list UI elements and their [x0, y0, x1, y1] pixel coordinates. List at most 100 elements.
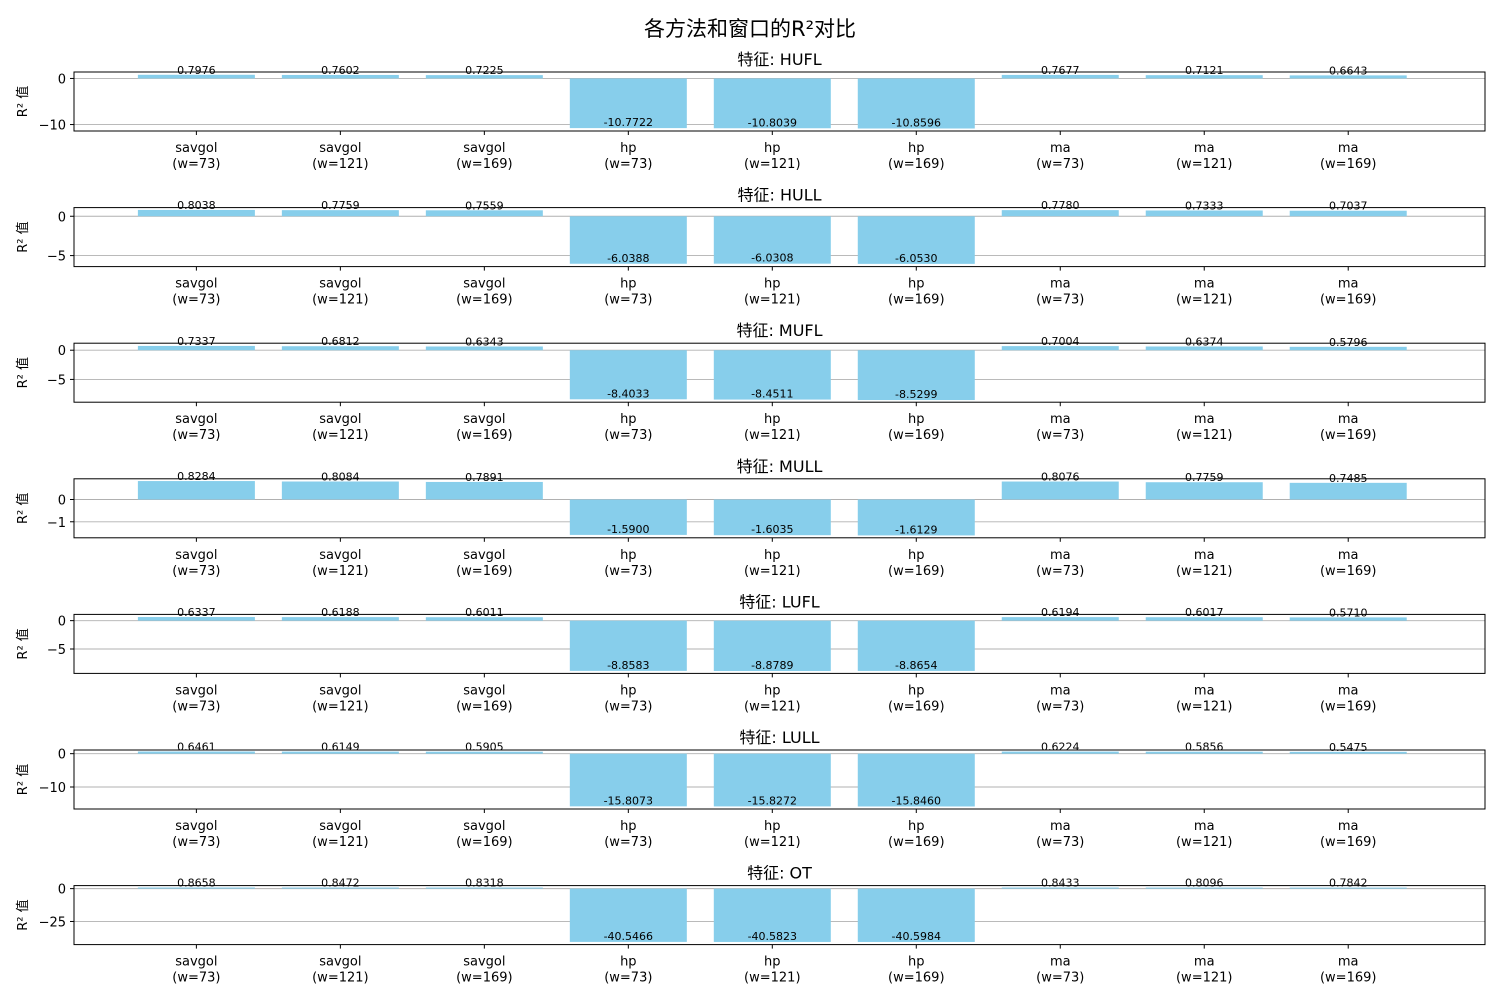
bar — [137, 74, 255, 79]
bar — [857, 350, 975, 401]
bar — [1001, 74, 1119, 79]
xtick-label: savgol (w=121) — [312, 412, 368, 443]
value-label: 0.7485 — [1329, 472, 1368, 485]
bar — [857, 499, 975, 536]
value-label: -8.4511 — [751, 388, 793, 401]
value-label: 0.6011 — [465, 606, 504, 619]
xtick-label: hp (w=121) — [744, 277, 800, 308]
xtick-label: hp (w=121) — [744, 412, 800, 443]
panel-title: 特征: LUFL — [739, 592, 820, 611]
xtick-label: hp (w=121) — [744, 819, 800, 850]
bar — [857, 753, 975, 807]
value-label: 0.5856 — [1185, 741, 1224, 754]
ytick-label: 0 — [58, 494, 66, 509]
value-label: 0.7842 — [1329, 877, 1368, 890]
bar — [569, 350, 687, 400]
y-axis-label: R² 值 — [15, 221, 31, 252]
value-label: -1.6129 — [895, 523, 937, 536]
bar — [1289, 482, 1407, 500]
bar — [569, 499, 687, 535]
ytick-label: −5 — [47, 250, 66, 265]
bar — [137, 345, 255, 351]
bar — [569, 620, 687, 671]
bar — [1289, 75, 1407, 79]
y-axis-label: R² 值 — [15, 357, 31, 388]
xtick-label: ma (w=121) — [1176, 277, 1232, 308]
ytick-label: 0 — [58, 72, 66, 87]
xtick-label: ma (w=73) — [1036, 412, 1084, 443]
xtick-label: savgol (w=169) — [456, 683, 512, 714]
xtick-label: ma (w=169) — [1320, 955, 1376, 986]
value-label: 0.7891 — [465, 471, 504, 484]
xtick-label: savgol (w=73) — [172, 277, 220, 308]
xtick-label: hp (w=169) — [888, 277, 944, 308]
chart-title: 各方法和窗口的R²对比 — [644, 17, 856, 41]
value-label: -15.8272 — [748, 794, 797, 807]
panel-1: 特征: HULL 0 −5 R² 值 0.8038 0.7759 0.7559 -6.0388… — [15, 186, 1486, 308]
ytick-label: 0 — [58, 344, 66, 359]
value-label: 0.6188 — [321, 606, 360, 619]
value-label: -6.0308 — [751, 252, 793, 265]
bar — [713, 350, 831, 400]
xtick-label: ma (w=121) — [1176, 548, 1232, 579]
xtick-label: hp (w=121) — [744, 548, 800, 579]
axes-frame — [73, 749, 1486, 810]
xtick-label: savgol (w=121) — [312, 141, 368, 172]
xtick-label: ma (w=169) — [1320, 548, 1376, 579]
value-label: -8.5299 — [895, 388, 937, 401]
xtick-label: ma (w=73) — [1036, 548, 1084, 579]
value-label: 0.7333 — [1185, 199, 1224, 212]
bar — [1145, 751, 1263, 754]
value-label: 0.5905 — [465, 741, 504, 754]
bar — [137, 617, 255, 621]
xtick-label: savgol (w=73) — [172, 548, 220, 579]
value-label: -15.8073 — [604, 794, 653, 807]
bar — [425, 617, 543, 621]
value-label: 0.8318 — [465, 877, 504, 890]
bar — [1001, 751, 1119, 754]
xtick-label: hp (w=73) — [604, 412, 652, 443]
bar — [569, 78, 687, 129]
axes-frame — [73, 478, 1486, 539]
panel-title: 特征: MULL — [737, 457, 823, 476]
bar — [425, 210, 543, 217]
value-label: 0.8433 — [1041, 877, 1080, 890]
bar — [137, 887, 255, 889]
xtick-label: savgol (w=169) — [456, 548, 512, 579]
value-label: -8.8583 — [607, 659, 649, 672]
bar — [857, 620, 975, 671]
axes-frame — [73, 342, 1486, 403]
value-label: -8.8654 — [895, 659, 937, 672]
bar — [713, 620, 831, 672]
panel-title: 特征: HULL — [737, 186, 821, 205]
bar — [1145, 75, 1263, 79]
axes-frame — [73, 207, 1486, 268]
value-label: -8.4033 — [607, 387, 649, 400]
value-label: 0.5710 — [1329, 606, 1368, 619]
xtick-label: hp (w=73) — [604, 683, 652, 714]
bar — [1001, 887, 1119, 889]
bar — [569, 888, 687, 942]
value-label: 0.7976 — [177, 64, 216, 77]
value-label: -10.8039 — [748, 116, 797, 129]
xtick-label: ma (w=73) — [1036, 683, 1084, 714]
xtick-label: savgol (w=121) — [312, 277, 368, 308]
value-label: -8.8789 — [751, 659, 793, 672]
xtick-label: ma (w=121) — [1176, 683, 1232, 714]
panel-title: 特征: OT — [747, 864, 812, 883]
value-label: -40.5984 — [892, 930, 941, 943]
bar — [137, 481, 255, 500]
value-label: 0.6643 — [1329, 64, 1368, 77]
value-label: 0.8284 — [177, 470, 216, 483]
value-label: 0.6812 — [321, 335, 360, 348]
xtick-label: ma (w=121) — [1176, 141, 1232, 172]
xtick-label: ma (w=169) — [1320, 683, 1376, 714]
bar — [1289, 617, 1407, 621]
bar — [1001, 210, 1119, 217]
xtick-label: hp (w=169) — [888, 819, 944, 850]
value-label: 0.5475 — [1329, 741, 1368, 754]
bar — [281, 751, 399, 754]
value-label: -40.5466 — [604, 930, 653, 943]
